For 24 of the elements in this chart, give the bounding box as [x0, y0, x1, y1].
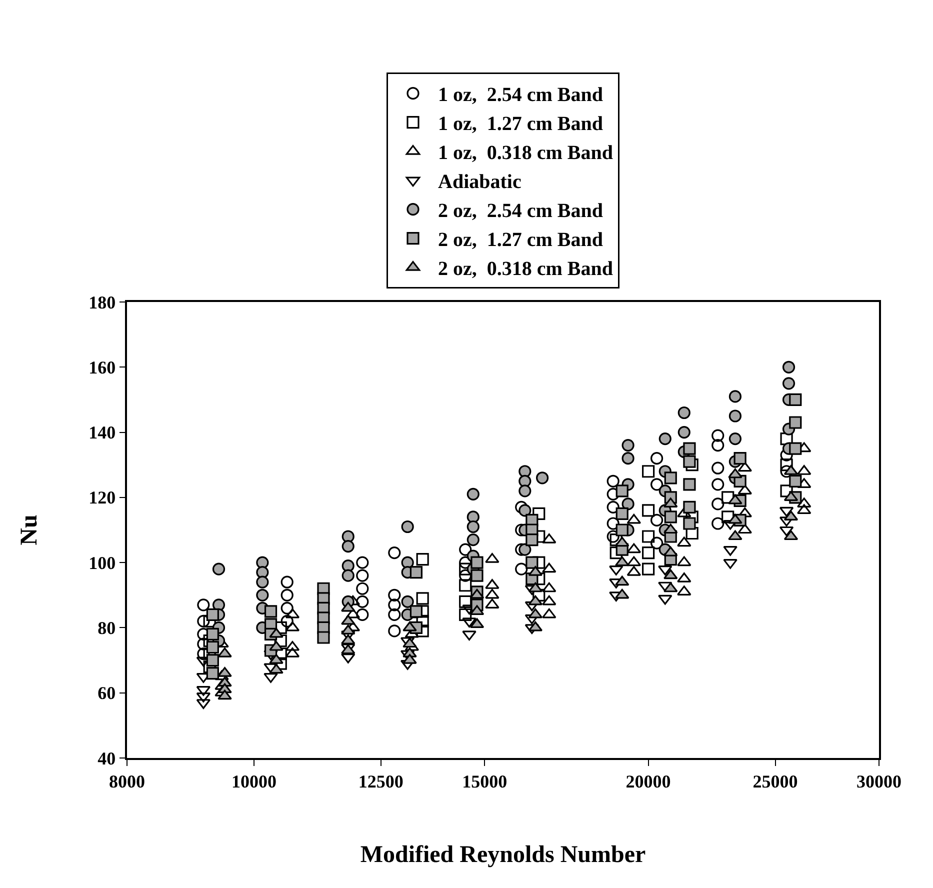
- x-tick-label: 25000: [752, 771, 798, 792]
- x-tick-label: 8000: [109, 771, 145, 792]
- legend-label: 2 oz, 0.318 cm Band: [438, 258, 613, 280]
- y-tick-label: 160: [88, 357, 116, 378]
- legend-label: Adiabatic: [438, 171, 522, 194]
- x-axis-title: Modified Reynolds Number: [360, 842, 646, 868]
- y-tick-label: 60: [98, 683, 116, 704]
- y-tick-label: 180: [88, 292, 116, 312]
- x-tick-label: 30000: [856, 771, 902, 792]
- x-tick-label: 12500: [358, 771, 404, 792]
- y-tick-label: 140: [88, 422, 116, 443]
- legend-label: 2 oz, 2.54 cm Band: [438, 200, 603, 222]
- legend-label: 1 oz, 1.27 cm Band: [438, 113, 603, 136]
- legend-label: 1 oz, 2.54 cm Band: [438, 84, 603, 106]
- x-tick-label: 15000: [462, 771, 508, 792]
- y-tick-label: 100: [88, 552, 116, 573]
- x-tick-label: 20000: [626, 771, 671, 792]
- x-tick-label: 10000: [231, 771, 276, 792]
- y-tick-label: 80: [98, 618, 116, 638]
- legend-label: 1 oz, 0.318 cm Band: [438, 142, 613, 164]
- y-tick-label: 40: [98, 748, 116, 768]
- y-tick-label: 120: [88, 488, 116, 508]
- y-axis-title: Nu: [16, 514, 42, 546]
- legend-label: 2 oz, 1.27 cm Band: [438, 229, 603, 252]
